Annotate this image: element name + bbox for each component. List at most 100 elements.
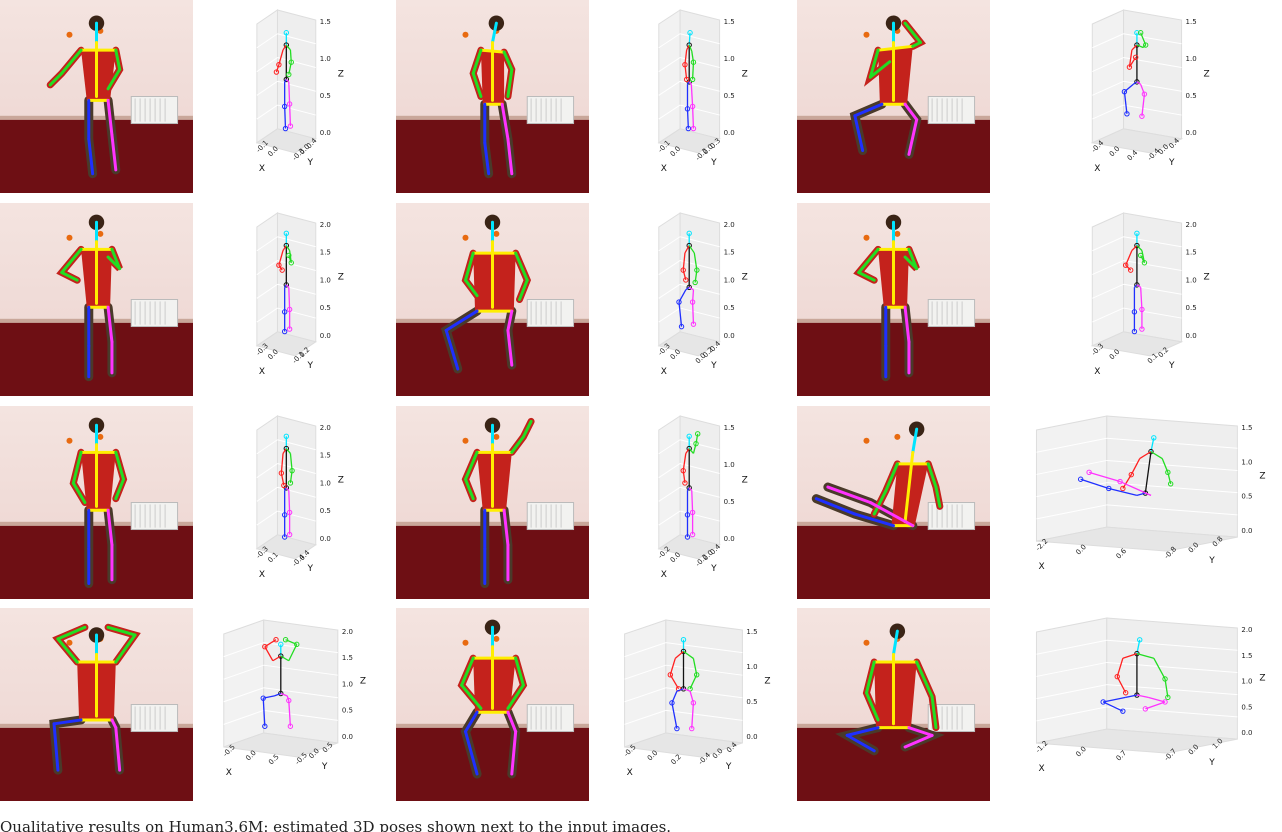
input-photo xyxy=(0,406,193,599)
z-axis-label: Z xyxy=(1204,272,1210,282)
pose-3d-plot: 0.0 0.5 1.0 1.5 2.0 Z -0.3 0.1 X -0.4 0.4 Y xyxy=(198,406,382,599)
z-axis-label: Z xyxy=(764,676,770,686)
z-tick-label: 1.5 xyxy=(1186,18,1197,26)
z-tick-label: 1.0 xyxy=(724,55,735,63)
input-photo xyxy=(797,406,990,599)
x-axis-label: X xyxy=(1038,562,1044,572)
z-tick-label: 1.5 xyxy=(1241,652,1252,660)
z-tick-label: 0.5 xyxy=(724,304,735,312)
input-photo xyxy=(0,0,193,193)
y-axis-label: Y xyxy=(710,361,717,371)
z-axis-label: Z xyxy=(338,272,344,282)
y-axis-label: Y xyxy=(1208,758,1215,768)
pose-3d-plot: 0.0 0.5 1.0 1.5 2.0 Z -0.5 0.0 0.5 X -0.5 0.0 0.5 Y xyxy=(198,608,382,801)
z-tick-label: 0.0 xyxy=(320,535,331,543)
y-axis-label: Y xyxy=(710,564,717,574)
z-tick-label: 0.5 xyxy=(320,92,331,100)
pose-3d-plot: 0.0 0.5 1.0 1.5 Z -0.1 0.0 X -0.3 0.0 0.4 Y xyxy=(198,0,382,193)
x-axis-label: X xyxy=(661,570,667,580)
z-tick-label: 1.0 xyxy=(1186,55,1197,63)
input-photo xyxy=(396,203,589,396)
z-tick-label: 1.5 xyxy=(1241,424,1252,432)
pose-3d-plot: 0.0 0.5 1.0 1.5 Z -0.2 0.0 X -0.2 0.0 0.4 Y xyxy=(598,406,788,599)
x-axis-label: X xyxy=(661,367,667,377)
z-axis-label: Z xyxy=(338,475,344,485)
z-axis-label: Z xyxy=(338,69,344,79)
y-axis-label: Y xyxy=(307,158,314,168)
x-axis-label: X xyxy=(1094,164,1100,174)
x-axis-label: X xyxy=(226,768,232,778)
z-tick-label: 1.5 xyxy=(724,424,735,432)
z-tick-label: 2.0 xyxy=(1186,221,1197,229)
pose-3d-plot: 0.0 0.5 1.0 1.5 2.0 Z -0.3 0.0 X -0.1 0.2 Y xyxy=(198,203,382,396)
z-axis-label: Z xyxy=(360,676,366,686)
x-tick-label: 0.2 xyxy=(669,753,683,767)
z-tick-label: 1.0 xyxy=(1241,678,1252,686)
z-tick-label: 1.0 xyxy=(724,461,735,469)
pose-3d-plot: 0.0 0.5 1.0 1.5 Z -0.5 0.0 0.2 X -0.4 0.0 0.4 Y xyxy=(598,608,788,801)
z-tick-label: 1.0 xyxy=(1186,276,1197,284)
z-axis-label: Z xyxy=(1259,472,1265,482)
z-tick-label: 0.5 xyxy=(746,698,757,706)
z-tick-label: 0.0 xyxy=(1241,527,1252,535)
z-tick-label: 0.5 xyxy=(1186,92,1197,100)
input-photo xyxy=(396,608,589,801)
y-axis-label: Y xyxy=(1168,158,1175,168)
z-tick-label: 0.5 xyxy=(320,304,331,312)
pose-3d-plot: 0.0 0.5 1.0 1.5 Z -0.4 0.0 0.4 X -0.4 0.0 0.4 Y xyxy=(1003,0,1282,193)
z-axis-label: Z xyxy=(1204,69,1210,79)
x-axis-label: X xyxy=(1038,764,1044,774)
z-tick-label: 0.0 xyxy=(746,733,757,741)
input-photo xyxy=(0,203,193,396)
z-tick-label: 1.0 xyxy=(724,276,735,284)
z-tick-label: 1.5 xyxy=(320,249,331,257)
z-tick-label: 0.5 xyxy=(320,507,331,515)
z-tick-label: 1.5 xyxy=(746,628,757,636)
y-axis-label: Y xyxy=(307,564,314,574)
pose-3d-plot: 0.0 0.5 1.0 1.5 Z -2.2 0.0 0.6 X -0.8 0.0 0.8 Y xyxy=(1003,406,1282,599)
z-tick-label: 0.0 xyxy=(1186,129,1197,137)
y-axis-label: Y xyxy=(321,762,328,772)
x-axis-label: X xyxy=(1094,367,1100,377)
z-tick-label: 1.5 xyxy=(724,18,735,26)
z-axis-label: Z xyxy=(742,272,748,282)
z-tick-label: 0.5 xyxy=(1241,493,1252,501)
z-tick-label: 0.5 xyxy=(1241,703,1252,711)
y-axis-label: Y xyxy=(1168,361,1175,371)
z-tick-label: 0.0 xyxy=(320,332,331,340)
z-tick-label: 1.5 xyxy=(320,452,331,460)
z-tick-label: 2.0 xyxy=(342,628,353,636)
z-tick-label: 1.5 xyxy=(320,18,331,26)
x-axis-label: X xyxy=(259,570,265,580)
input-photo xyxy=(797,608,990,801)
z-tick-label: 2.0 xyxy=(724,221,735,229)
z-tick-label: 1.0 xyxy=(342,680,353,688)
z-tick-label: 2.0 xyxy=(320,221,331,229)
x-axis-label: X xyxy=(259,367,265,377)
z-tick-label: 0.0 xyxy=(724,535,735,543)
z-tick-label: 1.0 xyxy=(320,276,331,284)
z-tick-label: 0.5 xyxy=(1186,304,1197,312)
input-photo xyxy=(0,608,193,801)
figure-caption: Qualitative results on Human3.6M: estima… xyxy=(0,818,672,832)
z-tick-label: 0.5 xyxy=(342,707,353,715)
z-tick-label: 2.0 xyxy=(320,424,331,432)
x-tick-label: 0.5 xyxy=(267,753,281,767)
input-photo xyxy=(797,203,990,396)
input-photo xyxy=(797,0,990,193)
pose-3d-plot: 0.0 0.5 1.0 1.5 2.0 Z -1.2 0.0 0.7 X -0.7 0.0 1.0 Y xyxy=(1003,608,1282,801)
input-photo xyxy=(396,0,589,193)
y-axis-label: Y xyxy=(1208,556,1215,566)
y-axis-label: Y xyxy=(710,158,717,168)
x-axis-label: X xyxy=(259,164,265,174)
z-tick-label: 1.5 xyxy=(724,249,735,257)
x-axis-label: X xyxy=(627,768,633,778)
z-axis-label: Z xyxy=(742,69,748,79)
z-tick-label: 0.0 xyxy=(1241,729,1252,737)
z-tick-label: 1.0 xyxy=(320,55,331,63)
pose-3d-plot: 0.0 0.5 1.0 1.5 Z -0.1 0.0 X -0.2 0.0 0.3 Y xyxy=(598,0,788,193)
z-tick-label: 0.0 xyxy=(1186,332,1197,340)
z-tick-label: 1.5 xyxy=(1186,249,1197,257)
y-axis-label: Y xyxy=(725,762,732,772)
z-tick-label: 0.5 xyxy=(724,498,735,506)
